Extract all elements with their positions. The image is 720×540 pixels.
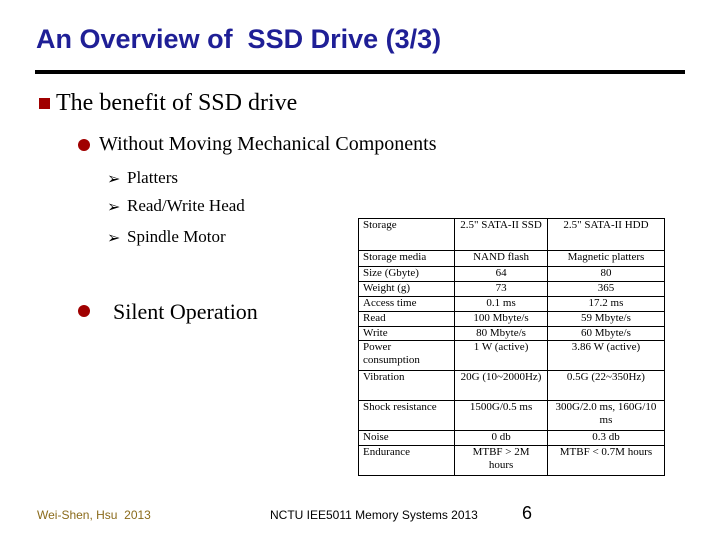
bullet bbox=[78, 305, 90, 317]
table-cell: 60 Mbyte/s bbox=[546, 326, 666, 341]
bullet bbox=[39, 98, 50, 109]
table-cell: NAND flash bbox=[454, 250, 548, 267]
table-cell: Power consumption bbox=[357, 340, 456, 371]
bullet-text: Without Moving Mechanical Components bbox=[99, 133, 437, 155]
table-cell: Weight (g) bbox=[357, 281, 456, 297]
item-text: Platters bbox=[127, 168, 178, 187]
table-cell: Vibration bbox=[357, 370, 456, 401]
footer-author: Wei-Shen, Hsu 2013 bbox=[37, 508, 151, 522]
table-row: Write 80 Mbyte/s 60 Mbyte/s bbox=[357, 326, 666, 341]
table-row: Noise 0 db 0.3 db bbox=[357, 430, 666, 446]
table-row: Power consumption 1 W (active) 3.86 W (act… bbox=[357, 340, 666, 371]
table-row: Storage 2.5" SATA-II SSD 2.5" SATA-II HDD bbox=[357, 218, 666, 251]
table-cell: 1 W (active) bbox=[454, 340, 548, 371]
table-cell: 64 bbox=[454, 266, 548, 282]
spec-table: Storage 2.5" SATA-II SSD 2.5" SATA-II HDD S… bbox=[357, 218, 666, 476]
arrow: ➢ bbox=[107, 197, 121, 216]
footer-course: NCTU IEE5011 Memory Systems 2013 bbox=[270, 508, 478, 522]
table-cell: Storage bbox=[357, 218, 456, 251]
table-row: Storage media NAND flash Magnetic platters bbox=[357, 250, 666, 267]
table-cell: 0 db bbox=[454, 430, 548, 446]
arrow: ➢ bbox=[107, 169, 121, 188]
table-row: Size (Gbyte) 64 80 bbox=[357, 266, 666, 282]
table-row: Weight (g) 73 365 bbox=[357, 281, 666, 297]
table-cell: Noise bbox=[357, 430, 456, 446]
page-number: 6 bbox=[522, 503, 533, 523]
table-cell: Shock resistance bbox=[357, 400, 456, 431]
table-row: Vibration 20G (10~2000Hz) 0.5G (22~350Hz) bbox=[357, 370, 666, 401]
table-cell: Access time bbox=[357, 296, 456, 312]
table-cell: Storage media bbox=[357, 250, 456, 267]
table-row: Shock resistance 1500G/0.5 ms 300G/2.0 ms,… bbox=[357, 400, 666, 431]
bullet-text: The benefit of SSD drive bbox=[56, 90, 298, 116]
table-cell: 73 bbox=[454, 281, 548, 297]
table-cell: 3.86 W (active) bbox=[546, 340, 666, 371]
title-rule bbox=[35, 70, 685, 74]
table-row: Endurance MTBF > 2M hours MTBF < 0.7M hour… bbox=[357, 445, 666, 476]
table-cell: MTBF < 0.7M hours bbox=[546, 445, 666, 476]
table-cell: Magnetic platters bbox=[546, 250, 666, 267]
arrow: ➢ bbox=[107, 228, 121, 247]
table-row: Read 100 Mbyte/s 59 Mbyte/s bbox=[357, 311, 666, 327]
table-cell: 59 Mbyte/s bbox=[546, 311, 666, 327]
table-cell: Endurance bbox=[357, 445, 456, 476]
table-cell: 2.5" SATA-II HDD bbox=[546, 218, 666, 251]
table-cell: 365 bbox=[546, 281, 666, 297]
table-cell: 17.2 ms bbox=[546, 296, 666, 312]
table-cell: Read bbox=[357, 311, 456, 327]
table-cell: 0.3 db bbox=[546, 430, 666, 446]
table-cell: 0.5G (22~350Hz) bbox=[546, 370, 666, 401]
bullet bbox=[78, 139, 90, 151]
table-row: Access time 0.1 ms 17.2 ms bbox=[357, 296, 666, 312]
table-cell: MTBF > 2M hours bbox=[454, 445, 548, 476]
table-cell: 80 bbox=[546, 266, 666, 282]
table-cell: 2.5" SATA-II SSD bbox=[454, 218, 548, 251]
title: An Overview of SSD Drive (3/3) bbox=[36, 24, 442, 54]
item-text: Read/Write Head bbox=[127, 196, 245, 215]
bullet-text: Silent Operation bbox=[113, 299, 258, 324]
table-cell: 20G (10~2000Hz) bbox=[454, 370, 548, 401]
table-cell: 300G/2.0 ms, 160G/10 ms bbox=[546, 400, 666, 431]
table-cell: 80 Mbyte/s bbox=[454, 326, 548, 341]
table-cell: Size (Gbyte) bbox=[357, 266, 456, 282]
item-text: Spindle Motor bbox=[127, 227, 226, 246]
table-cell: Write bbox=[357, 326, 456, 341]
table-cell: 1500G/0.5 ms bbox=[454, 400, 548, 431]
table-cell: 100 Mbyte/s bbox=[454, 311, 548, 327]
table-cell: 0.1 ms bbox=[454, 296, 548, 312]
